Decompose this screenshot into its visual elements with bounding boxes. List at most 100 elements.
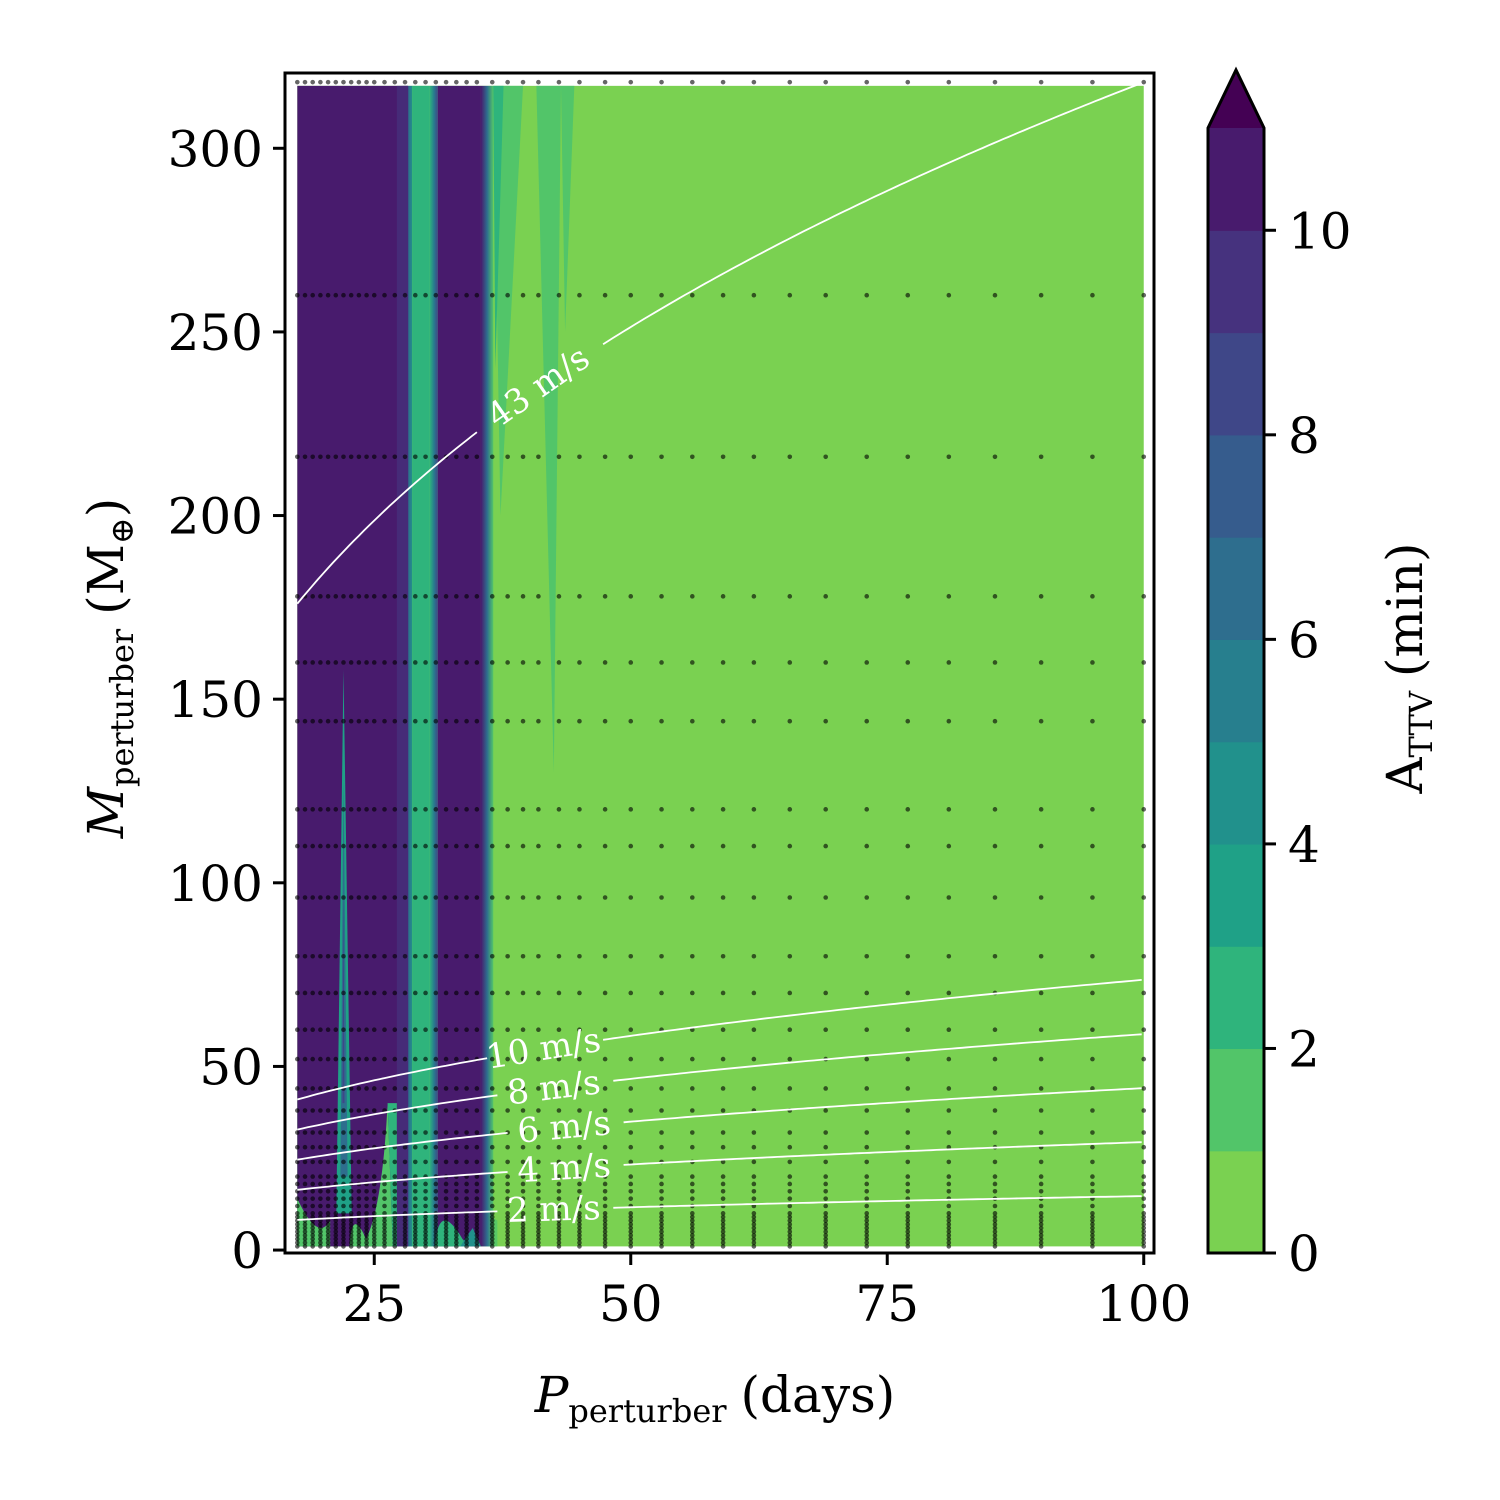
grid-point [402, 1244, 408, 1249]
grid-point [333, 1203, 339, 1209]
grid-point [402, 718, 408, 724]
grid-point [333, 1108, 339, 1113]
grid-point [402, 1159, 408, 1165]
grid-point [536, 660, 541, 665]
grid-point [341, 1229, 346, 1234]
grid-point [402, 843, 408, 849]
grid-point [1038, 79, 1044, 85]
grid-point [602, 1144, 608, 1150]
grid-point [341, 1240, 346, 1246]
grid-point [302, 1236, 308, 1242]
grid-point [690, 1108, 695, 1113]
grid-point [1090, 594, 1095, 599]
grid-point [751, 1244, 757, 1249]
grid-point [474, 718, 480, 724]
grid-point [992, 953, 998, 959]
heatmap-saturated-band [437, 85, 481, 1247]
grid-point [318, 594, 323, 599]
grid-point [905, 1240, 911, 1246]
grid-point [505, 1218, 510, 1223]
grid-point [402, 1236, 408, 1242]
colorbar-segment [1208, 1150, 1264, 1254]
colorbar-ticks: 0 2 4 6 8 10 [1264, 202, 1352, 1283]
grid-point [364, 1229, 369, 1234]
rv-contour-label: 6 m/s [516, 1103, 613, 1151]
grid-point [905, 1181, 911, 1187]
grid-point [412, 1196, 418, 1201]
grid-point [364, 807, 369, 812]
grid-point [1141, 1240, 1147, 1246]
grid-point [556, 1144, 562, 1150]
grid-point [787, 594, 793, 599]
grid-point [628, 1236, 634, 1242]
grid-point [520, 454, 526, 460]
grid-point [371, 79, 377, 85]
grid-point [474, 1144, 480, 1150]
grid-point [690, 1130, 695, 1135]
grid-point [505, 895, 510, 900]
grid-point [341, 843, 346, 849]
grid-point [505, 1189, 510, 1194]
grid-point [310, 1225, 316, 1231]
grid-point [454, 454, 459, 460]
grid-point [443, 1027, 449, 1033]
rv-contour-line [602, 979, 1142, 1041]
colorbar-segment [1208, 843, 1264, 947]
grid-point [489, 1244, 495, 1249]
grid-point [720, 1229, 726, 1234]
grid-point [310, 1196, 316, 1201]
grid-point [823, 292, 828, 298]
grid-point [1141, 1214, 1147, 1220]
grid-point [382, 1225, 387, 1231]
grid-point [371, 953, 377, 959]
grid-point [423, 807, 428, 812]
grid-point [302, 1229, 308, 1234]
grid-point [864, 79, 870, 85]
grid-point [371, 1240, 377, 1246]
grid-point [295, 1159, 300, 1165]
rv-contour-line [602, 82, 1143, 345]
grid-point [382, 79, 387, 85]
grid-point [464, 990, 469, 996]
grid-point [318, 292, 323, 298]
grid-point [690, 1225, 695, 1231]
grid-point [364, 1108, 369, 1113]
grid-point [628, 1181, 634, 1187]
grid-point [295, 660, 300, 665]
grid-point [412, 990, 418, 996]
grid-point [577, 953, 582, 959]
grid-point [318, 79, 323, 85]
grid-point [310, 1229, 316, 1234]
grid-point [402, 594, 408, 599]
grid-point [628, 1222, 634, 1227]
grid-point [325, 1027, 331, 1033]
grid-point [751, 1027, 757, 1033]
grid-point [423, 594, 428, 599]
grid-point [333, 1233, 339, 1238]
grid-point [474, 1225, 480, 1231]
grid-point [659, 895, 664, 900]
grid-point [310, 1236, 316, 1242]
rv-contour-label: 2 m/s [506, 1188, 601, 1231]
grid-point [489, 953, 495, 959]
grid-point [333, 1218, 339, 1223]
grid-point [577, 807, 582, 812]
colorbar-tick-label: 10 [1288, 202, 1352, 260]
grid-point [1038, 1236, 1044, 1242]
grid-point [577, 1211, 582, 1216]
grid-point [371, 1189, 377, 1194]
grid-point [602, 660, 608, 665]
grid-point [474, 1222, 480, 1227]
grid-point [659, 79, 664, 85]
grid-point [318, 895, 323, 900]
grid-point [325, 454, 331, 460]
grid-point [333, 1130, 339, 1135]
grid-point [392, 594, 398, 599]
grid-point [295, 1203, 300, 1209]
x-tick-label: 100 [1096, 1275, 1191, 1333]
grid-point [474, 1233, 480, 1238]
grid-point [505, 1196, 510, 1201]
grid-point [443, 1181, 449, 1187]
grid-point [577, 1196, 582, 1201]
grid-point [310, 718, 316, 724]
